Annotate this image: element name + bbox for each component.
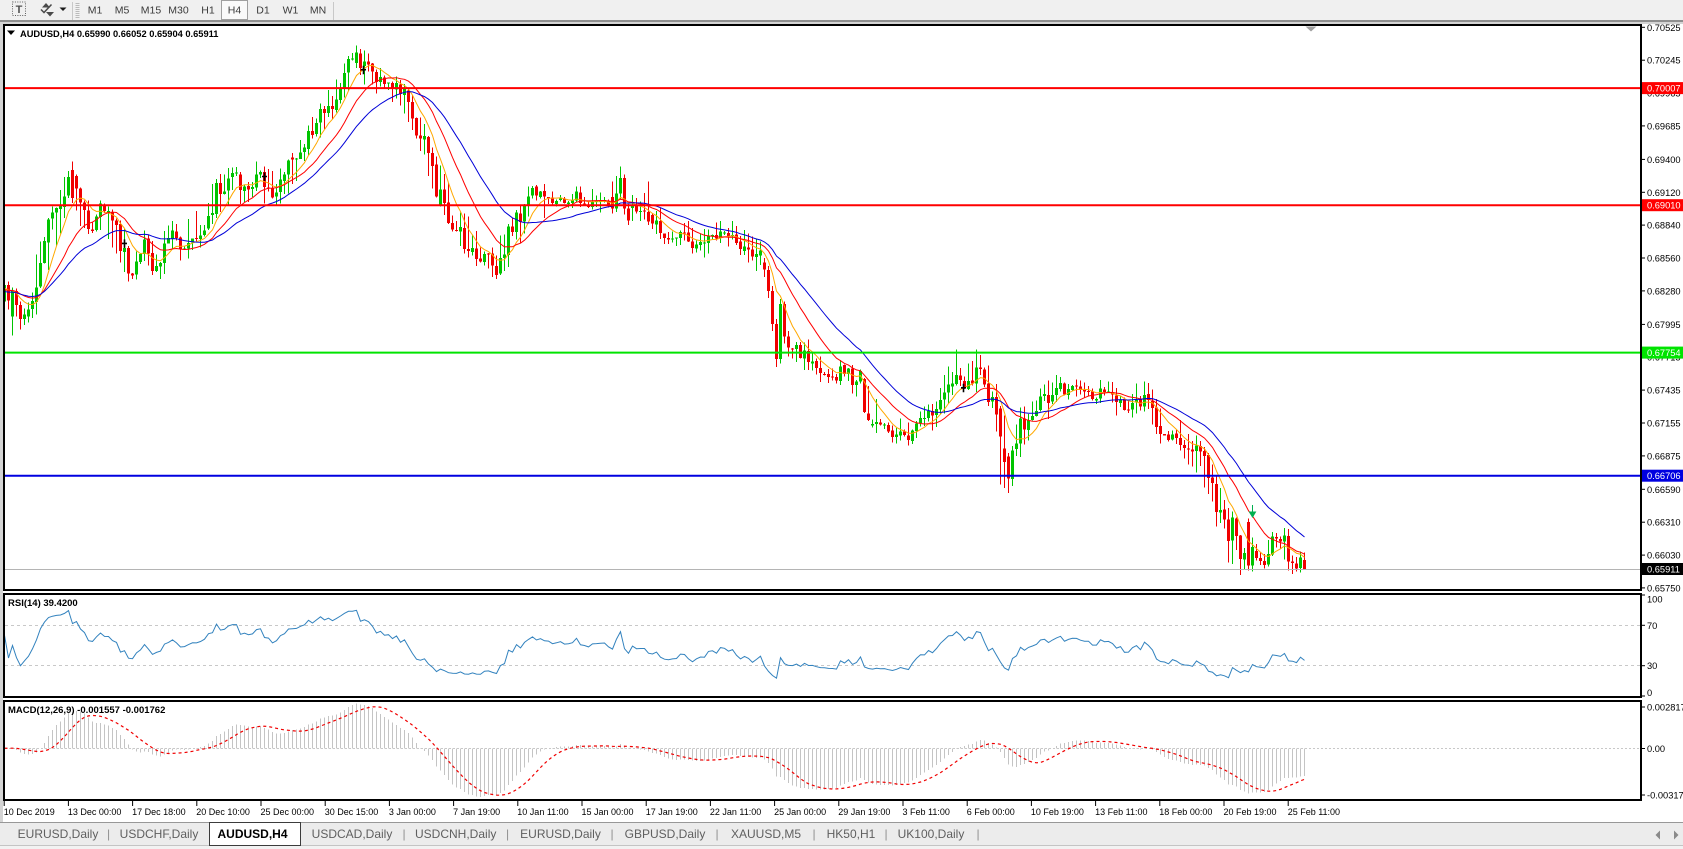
svg-text:0.67155: 0.67155	[1647, 419, 1681, 429]
svg-text:13 Feb 11:00: 13 Feb 11:00	[1095, 807, 1147, 817]
svg-text:20 Feb 19:00: 20 Feb 19:00	[1224, 807, 1277, 817]
svg-text:USDCHF,Daily: USDCHF,Daily	[120, 827, 199, 841]
svg-text:0.68560: 0.68560	[1647, 254, 1681, 264]
svg-text:30 Dec 15:00: 30 Dec 15:00	[325, 807, 379, 817]
svg-text:|: |	[884, 827, 887, 841]
svg-text:0.65750: 0.65750	[1647, 583, 1681, 593]
svg-text:100: 100	[1647, 595, 1663, 605]
svg-text:USDCAD,Daily: USDCAD,Daily	[312, 827, 393, 841]
svg-text:10 Jan 11:00: 10 Jan 11:00	[517, 807, 568, 817]
svg-text:0.002817: 0.002817	[1647, 703, 1683, 713]
svg-text:MN: MN	[310, 5, 326, 17]
svg-text:0.69400: 0.69400	[1647, 155, 1681, 165]
svg-text:GBPUSD,Daily: GBPUSD,Daily	[625, 827, 706, 841]
svg-text:M1: M1	[88, 5, 103, 17]
svg-text:MACD(12,26,9) -0.001557 -0.001: MACD(12,26,9) -0.001557 -0.001762	[8, 705, 165, 716]
svg-text:|: |	[506, 827, 509, 841]
svg-text:0.66875: 0.66875	[1647, 451, 1681, 461]
svg-text:13 Dec 00:00: 13 Dec 00:00	[68, 807, 122, 817]
svg-text:H4: H4	[228, 5, 242, 17]
svg-text:3 Feb 11:00: 3 Feb 11:00	[903, 807, 950, 817]
svg-text:25 Dec 00:00: 25 Dec 00:00	[261, 807, 315, 817]
svg-text:EURUSD,Daily: EURUSD,Daily	[18, 827, 99, 841]
svg-text:0.68280: 0.68280	[1647, 286, 1681, 296]
svg-text:70: 70	[1647, 621, 1657, 631]
svg-text:D1: D1	[256, 5, 270, 17]
svg-text:0.70245: 0.70245	[1647, 56, 1681, 66]
svg-text:-0.003179: -0.003179	[1647, 791, 1683, 801]
svg-text:0.70007: 0.70007	[1647, 84, 1681, 94]
svg-text:|: |	[107, 827, 110, 841]
svg-text:|: |	[812, 827, 815, 841]
svg-text:RSI(14) 39.4200: RSI(14) 39.4200	[8, 598, 78, 609]
svg-text:T: T	[16, 4, 23, 16]
svg-text:UK100,Daily: UK100,Daily	[898, 827, 965, 841]
svg-text:0.69120: 0.69120	[1647, 188, 1681, 198]
svg-text:30: 30	[1647, 661, 1657, 671]
svg-text:6 Feb 00:00: 6 Feb 00:00	[967, 807, 1015, 817]
svg-text:0.67435: 0.67435	[1647, 386, 1681, 396]
svg-text:7 Jan 19:00: 7 Jan 19:00	[453, 807, 500, 817]
svg-text:HK50,H1: HK50,H1	[827, 827, 876, 841]
svg-text:29 Jan 19:00: 29 Jan 19:00	[838, 807, 890, 817]
svg-text:0.65911: 0.65911	[1647, 565, 1680, 575]
svg-text:0.00: 0.00	[1647, 744, 1665, 754]
svg-text:18 Feb 00:00: 18 Feb 00:00	[1159, 807, 1212, 817]
svg-text:XAUUSD,M5: XAUUSD,M5	[731, 827, 801, 841]
svg-text:M5: M5	[115, 5, 130, 17]
svg-text:0.66310: 0.66310	[1647, 518, 1681, 528]
svg-text:0.68840: 0.68840	[1647, 221, 1681, 231]
svg-text:0.70525: 0.70525	[1647, 23, 1681, 33]
svg-text:17 Dec 18:00: 17 Dec 18:00	[132, 807, 186, 817]
svg-text:|: |	[402, 827, 405, 841]
svg-text:|: |	[976, 827, 979, 841]
svg-text:25 Jan 00:00: 25 Jan 00:00	[774, 807, 826, 817]
svg-text:|: |	[610, 827, 613, 841]
svg-text:0: 0	[1647, 688, 1652, 698]
svg-text:0.66030: 0.66030	[1647, 551, 1681, 561]
svg-text:17 Jan 19:00: 17 Jan 19:00	[646, 807, 698, 817]
svg-text:15 Jan 00:00: 15 Jan 00:00	[582, 807, 634, 817]
svg-text:22 Jan 11:00: 22 Jan 11:00	[710, 807, 761, 817]
svg-text:0.69010: 0.69010	[1647, 201, 1681, 211]
svg-text:EURUSD,Daily: EURUSD,Daily	[520, 827, 601, 841]
svg-text:AUDUSD,H4: AUDUSD,H4	[217, 827, 287, 841]
svg-text:M15: M15	[141, 5, 162, 17]
svg-text:0.66590: 0.66590	[1647, 485, 1681, 495]
svg-text:H1: H1	[201, 5, 215, 17]
svg-text:25 Feb 11:00: 25 Feb 11:00	[1288, 807, 1340, 817]
svg-text:0.66706: 0.66706	[1647, 471, 1681, 481]
svg-text:10 Feb 19:00: 10 Feb 19:00	[1031, 807, 1084, 817]
svg-text:AUDUSD,H4 0.65990 0.66052 0.6: AUDUSD,H4 0.65990 0.66052 0.65904 0.6591…	[20, 29, 218, 39]
svg-text:3 Jan 00:00: 3 Jan 00:00	[389, 807, 436, 817]
svg-text:M30: M30	[168, 5, 189, 17]
svg-text:W1: W1	[283, 5, 299, 17]
svg-text:20 Dec 10:00: 20 Dec 10:00	[196, 807, 250, 817]
svg-text:10 Dec 2019: 10 Dec 2019	[4, 807, 55, 817]
svg-text:0.67754: 0.67754	[1647, 348, 1681, 358]
svg-text:0.67995: 0.67995	[1647, 320, 1681, 330]
svg-text:0.69685: 0.69685	[1647, 121, 1681, 131]
svg-text:USDCNH,Daily: USDCNH,Daily	[415, 827, 496, 841]
svg-text:|: |	[715, 827, 718, 841]
